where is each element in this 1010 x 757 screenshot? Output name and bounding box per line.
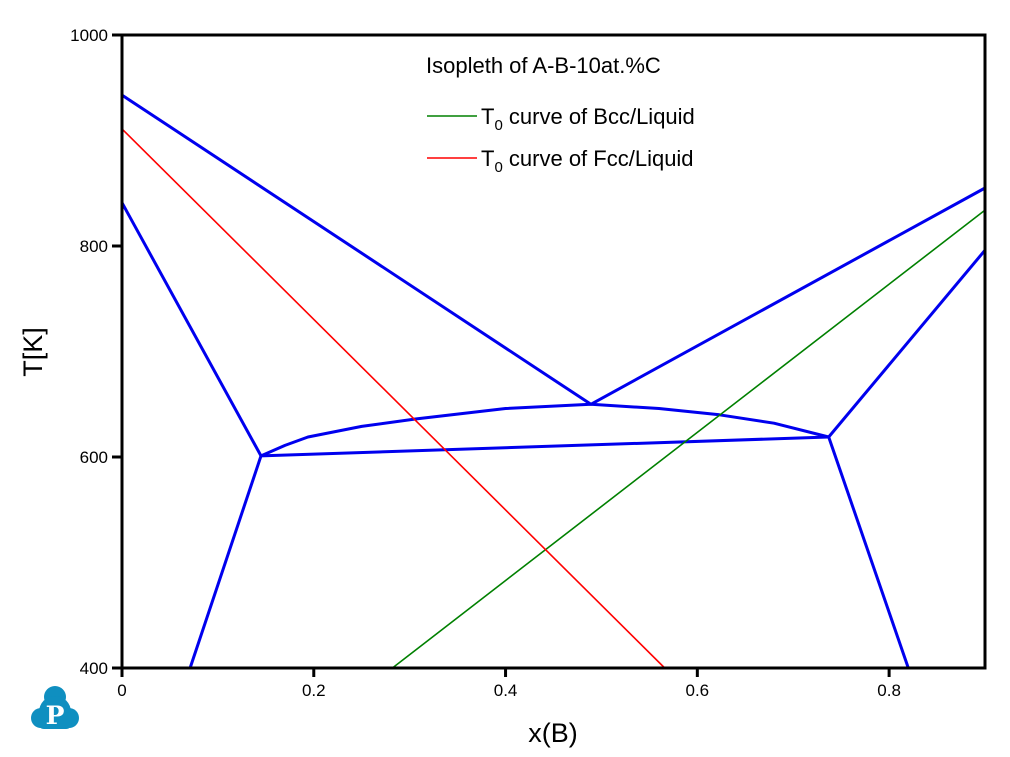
y-tick-label: 600 [80, 448, 108, 467]
x-tick-label: 0.4 [494, 681, 518, 700]
legend-label: T0 curve of Bcc/Liquid [481, 104, 695, 134]
series-line-bcc-liquid [391, 209, 986, 669]
logo-icon [31, 686, 79, 729]
phase-boundary-three-phase-lower [260, 435, 829, 458]
x-tick-label: 0.6 [686, 681, 710, 700]
x-tick-label: 0.2 [302, 681, 326, 700]
x-tick-label: 0.8 [877, 681, 901, 700]
y-tick-label: 1000 [70, 26, 108, 45]
x-axis-title: x(B) [528, 718, 578, 748]
phase-boundary-three-phase-upper-curve [260, 402, 830, 458]
plot-frame [120, 33, 987, 670]
phase-boundary-boundary-right-lower [827, 436, 910, 669]
x-tick-label: 0 [117, 681, 126, 700]
phase-boundary-boundary-right-upper [827, 249, 987, 438]
y-tick-label: 800 [80, 237, 108, 256]
phase-boundary-liquidus-left [121, 93, 592, 406]
y-tick-label: 400 [80, 659, 108, 678]
phase-boundary-liquidus-right [590, 186, 986, 406]
phase-boundary-boundary-left-upper [120, 201, 263, 457]
axis-ticks: 0 0.2 0.4 0.6 0.8 400 600 800 1000 [70, 26, 901, 700]
plot-marks [120, 93, 987, 669]
legend-label: T0 curve of Fcc/Liquid [481, 146, 694, 176]
series-line-fcc-liquid [121, 128, 666, 669]
chart-title: Isopleth of A-B-10at.%C [426, 53, 661, 78]
phase-boundary-boundary-left-lower [188, 455, 263, 669]
legend: T0 curve of Bcc/Liquid T0 curve of Fcc/Li… [427, 104, 695, 176]
logo-letter: P [46, 701, 65, 730]
y-axis-title: T[K] [18, 327, 48, 377]
logo: P [31, 686, 79, 730]
